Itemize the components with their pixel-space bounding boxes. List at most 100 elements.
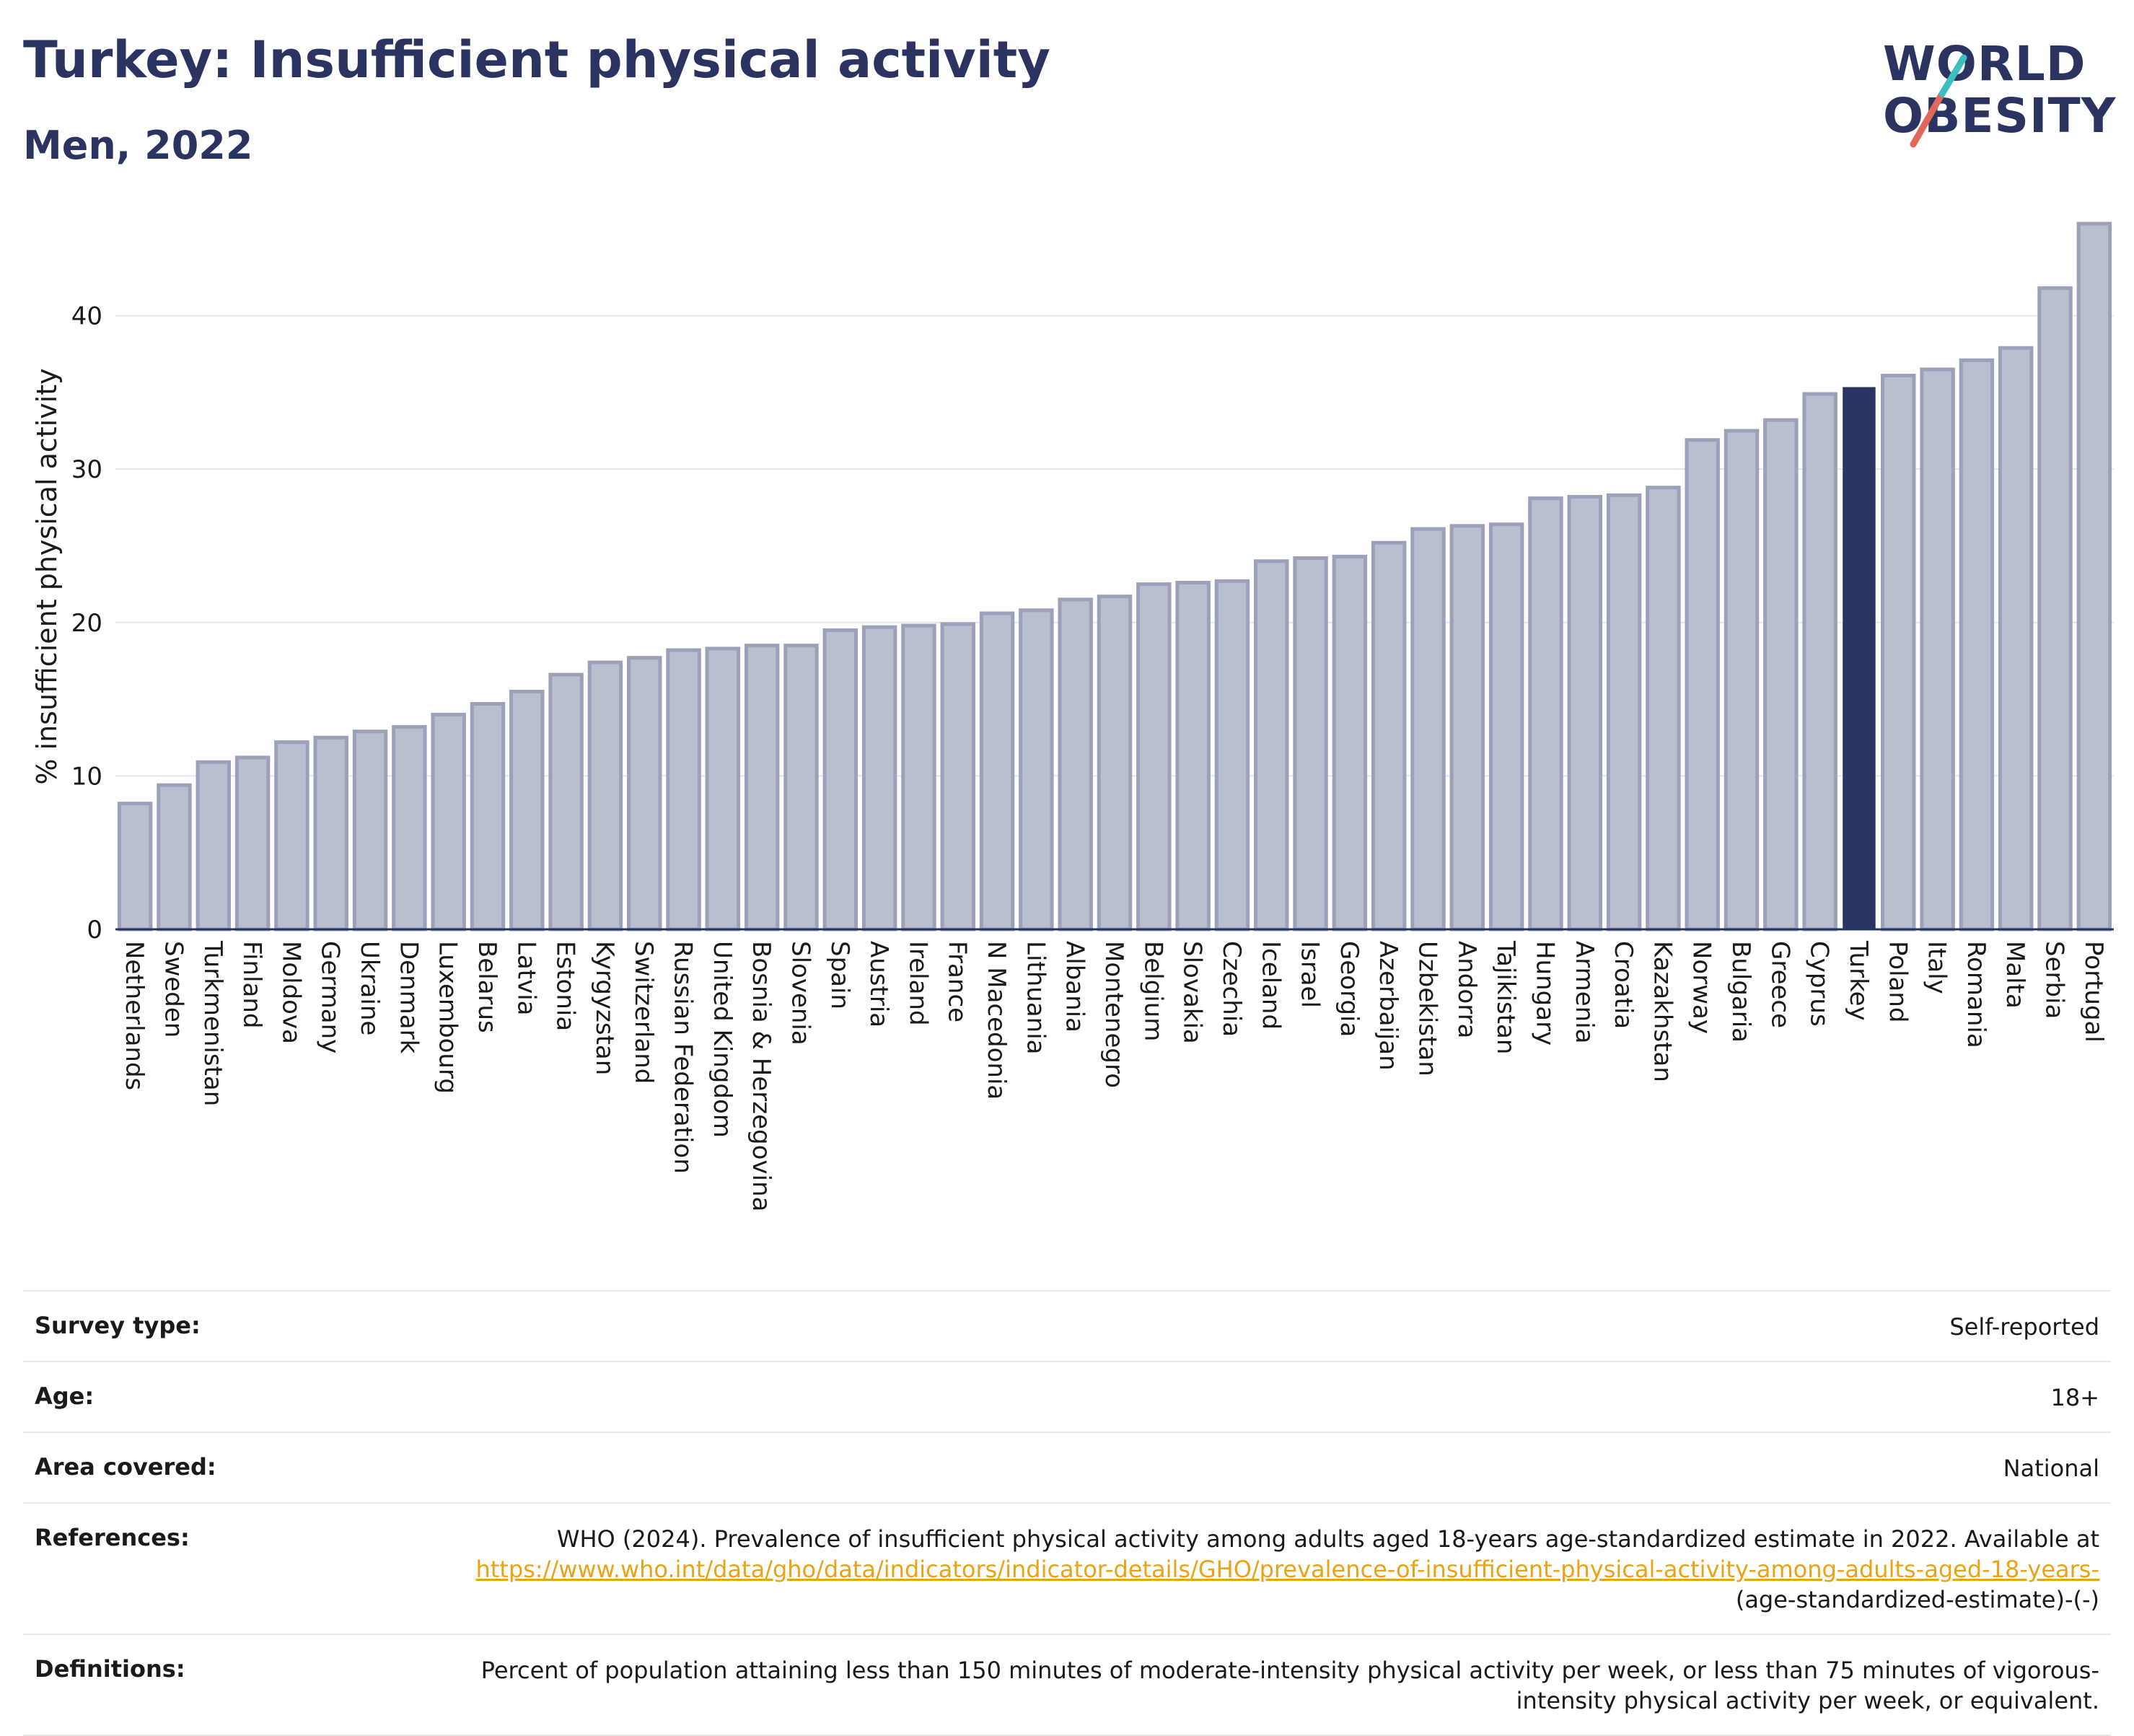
references-suffix: (age-standardized-estimate)-(-) [1735,1586,2099,1613]
bar [548,672,584,931]
x-tick-label: Croatia [1609,941,1638,1029]
x-tick-label: N Macedonia [982,941,1011,1100]
bar [587,660,623,931]
bar [1293,556,1328,931]
x-tick-label: Belarus [473,941,501,1033]
y-tick-label: 0 [87,916,102,944]
references-link[interactable]: https://www.who.int/data/gho/data/indica… [475,1556,2100,1583]
meta-row-references: References: WHO (2024). Prevalence of in… [23,1502,2111,1634]
bar [1371,540,1407,931]
x-tick-label: Bulgaria [1726,941,1755,1043]
x-tick-label: Netherlands [120,941,149,1090]
bar [2076,222,2112,931]
bar [901,623,936,931]
bar [509,689,545,931]
references-text: WHO (2024). Prevalence of insufficient p… [556,1525,2099,1553]
x-tick-label: Hungary [1530,941,1559,1045]
x-tick-label: Switzerland [629,941,658,1084]
world-obesity-logo: WORLD OBESITY [1876,22,2121,152]
bar [705,646,741,931]
bar [157,783,192,931]
bar [1606,493,1642,931]
bar [627,656,662,931]
x-tick-label: Serbia [2040,941,2069,1019]
logo-slash-icon [1910,54,1967,148]
bar [352,729,388,931]
bar [196,760,232,931]
x-tick-label: Moldova [276,941,305,1044]
bar [1058,597,1093,931]
x-tick-label: Estonia [551,941,580,1031]
x-tick-label: Austria [864,941,893,1027]
bar [940,622,975,931]
bar [1175,581,1211,931]
bar [117,802,153,931]
x-tick-label: Turkmenistan [198,940,227,1106]
bars [117,222,2112,931]
x-tick-label: Ireland [903,941,932,1026]
x-tick-label: Russian Federation [669,941,698,1174]
x-tick-label: Cyprus [1805,941,1834,1027]
bar [1214,579,1250,931]
bar [1881,373,1916,931]
references-value: WHO (2024). Prevalence of insufficient p… [440,1524,2100,1615]
bar [1843,387,1876,930]
y-tick-label: 30 [71,455,102,484]
x-tick-label: Germany [316,941,345,1053]
y-tick-label: 40 [71,302,102,331]
x-tick-label: Italy [1923,941,1951,994]
x-tick-label: Lithuania [1021,941,1050,1054]
x-tick-label: Greece [1765,941,1794,1028]
bar [1646,486,1681,931]
bar [666,648,701,931]
x-tick-label: Georgia [1335,941,1364,1037]
bar [1567,494,1602,931]
page-title: Turkey: Insufficient physical activity [23,30,1050,89]
meta-label: Area covered: [35,1453,216,1481]
bar [392,724,427,931]
bar [1019,608,1054,931]
bar [861,625,897,931]
x-tick-label: Malta [2001,941,2029,1009]
bar [979,611,1015,931]
bar [1959,358,1995,931]
logo-line-world: WORLD [1883,36,2086,92]
x-tick-label: Slovenia [786,941,814,1045]
meta-value: Self-reported [1949,1313,2099,1341]
x-tick-label: Spain [825,941,854,1009]
bar [1920,367,1955,931]
bar [1449,524,1485,931]
bar [1254,559,1289,931]
bar [1410,527,1446,931]
bar [1685,438,1720,931]
meta-row-area: Area covered: National [23,1432,2111,1502]
bar [1332,554,1368,931]
x-tick-label: Norway [1687,941,1716,1034]
x-tick-label: Czechia [1217,941,1246,1037]
bar-chart: 0 10 20 30 40 % insufficient physical activit… [31,222,2114,1211]
x-tick-label: Slovakia [1178,941,1207,1044]
meta-row-age: Age: 18+ [23,1361,2111,1432]
meta-value: 18+ [2050,1384,2099,1411]
bar [1528,496,1563,931]
bar [1724,429,1760,931]
meta-label: Age: [35,1382,95,1410]
bar [822,628,859,931]
x-tick-label: Tajikistan [1491,940,1520,1054]
bar [1488,522,1524,931]
x-tick-label: Ukraine [355,941,384,1035]
x-tick-label: Latvia [511,941,540,1016]
x-tick-label: Bosnia & Herzegovina [747,941,776,1211]
x-tick-label: United Kingdom [708,941,737,1138]
x-tick-label: Poland [1883,941,1912,1023]
bar [431,712,466,931]
bar [744,644,780,931]
x-tick-label: Montenegro [1099,941,1128,1088]
x-tick-label: Albania [1061,941,1089,1033]
bar [1763,418,1799,931]
meta-label: References: [35,1524,190,1551]
x-tick-label: Armenia [1570,941,1599,1044]
x-tick-label: Kyrgyzstan [590,941,619,1075]
x-tick-label: Azerbaijan [1374,941,1402,1071]
bar [2037,286,2073,931]
